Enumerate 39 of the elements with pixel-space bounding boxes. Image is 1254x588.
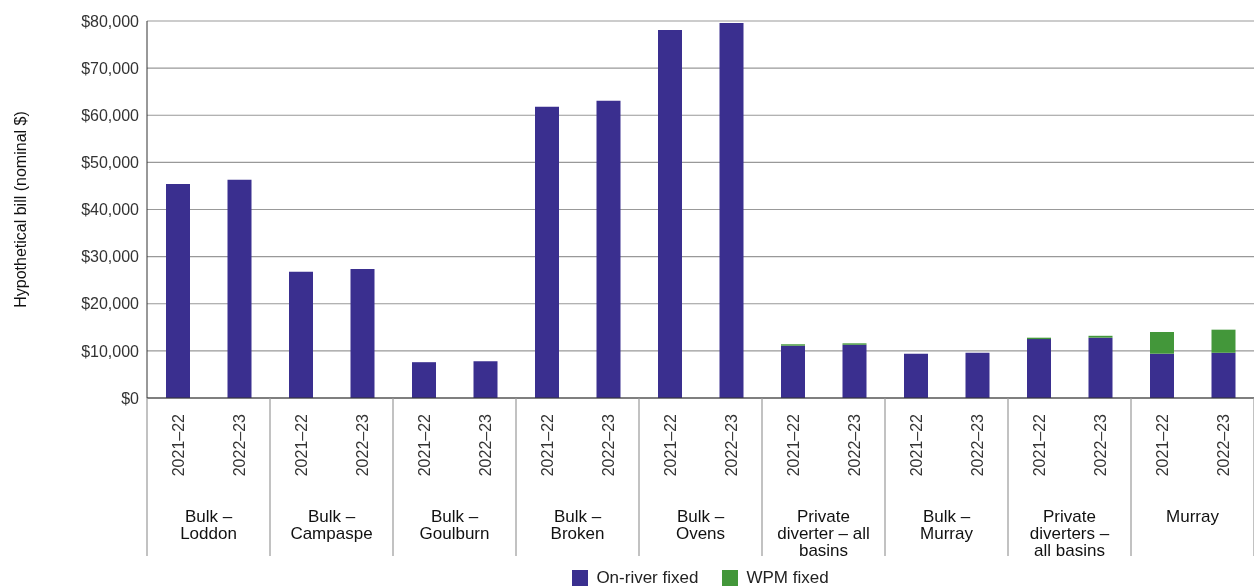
x-tick-label: 2021–22 <box>169 413 187 477</box>
x-tick-label: 2022–23 <box>1092 413 1110 477</box>
y-tick-label: $80,000 <box>81 12 140 30</box>
y-tick-label: $30,000 <box>81 248 140 266</box>
text: Bulk – Goulburn <box>419 507 490 543</box>
legend-label: WPM fixed <box>745 568 829 588</box>
x-tick-label: 2022–23 <box>231 413 249 477</box>
y-tick-label: $10,000 <box>81 342 140 360</box>
x-tick-label: 2022–23 <box>354 413 372 477</box>
text: Bulk – Broken <box>550 507 605 543</box>
y-axis-title: Hypothetical bill (nominal $) <box>12 111 29 308</box>
y-tick-label: $60,000 <box>81 106 140 124</box>
text: Private diverters – all basins <box>1029 507 1110 560</box>
x-tick-label: 2022–23 <box>723 413 741 477</box>
x-tick-label: 2021–22 <box>292 413 310 477</box>
x-tick-label: 2021–22 <box>415 413 433 477</box>
x-tick-label: 2022–23 <box>846 413 864 477</box>
text: Murray <box>1166 507 1220 526</box>
text: Bulk – Ovens <box>675 507 726 543</box>
y-tick-label: $50,000 <box>81 154 140 172</box>
y-tick-label: $70,000 <box>81 59 140 77</box>
legend-label: On-river fixed <box>595 568 699 588</box>
x-tick-label: 2022–23 <box>969 413 987 477</box>
x-tick-label: 2022–23 <box>600 413 618 477</box>
y-tick-label: $20,000 <box>81 295 140 313</box>
x-tick-label: 2021–22 <box>661 413 679 477</box>
x-tick-label: 2021–22 <box>784 413 802 477</box>
x-tick-label: 2021–22 <box>538 413 556 477</box>
text: Bulk – Loddon <box>180 507 237 543</box>
x-tick-label: 2021–22 <box>1153 413 1171 477</box>
x-tick-label: 2021–22 <box>907 413 925 477</box>
x-tick-label: 2021–22 <box>1030 413 1048 477</box>
text: Bulk – Murray <box>920 507 974 543</box>
text: Bulk – Campaspe <box>290 507 373 543</box>
x-tick-label: 2022–23 <box>1215 413 1233 477</box>
y-tick-label: $0 <box>121 389 140 407</box>
y-tick-label: $40,000 <box>81 201 140 219</box>
text: Private diverter – all basins <box>777 507 870 560</box>
x-tick-label: 2022–23 <box>477 413 495 477</box>
